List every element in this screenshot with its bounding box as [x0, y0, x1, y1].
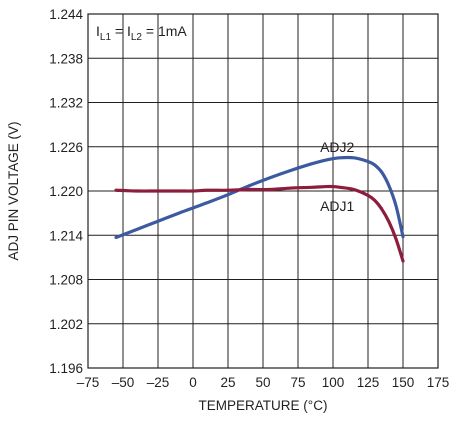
- x-tick-label: 25: [220, 375, 235, 390]
- plot-frame: [87, 13, 439, 369]
- y-tick-label: 1.220: [49, 184, 83, 199]
- annotation-subscript-l2: L2: [131, 32, 143, 43]
- series-line-adj1: [114, 184, 405, 263]
- x-tick-label: 100: [322, 375, 345, 390]
- condition-annotation: IL1 = IL2 = 1mA: [96, 23, 187, 43]
- annotation-middle: = I: [111, 23, 131, 39]
- y-axis-tick-labels: 1.196 1.202 1.208 1.214 1.220 1.226 1.232 1.238…: [49, 7, 83, 376]
- y-tick-label: 1.196: [49, 361, 83, 376]
- x-tick-label: –75: [77, 375, 100, 390]
- x-tick-label: 50: [255, 375, 270, 390]
- y-tick-label: 1.214: [49, 228, 83, 243]
- series-layer: [114, 155, 405, 263]
- x-axis-title: TEMPERATURE (°C): [199, 398, 328, 413]
- y-tick-label: 1.202: [49, 317, 83, 332]
- series-labels: ADJ2 ADJ1: [320, 139, 354, 214]
- y-tick-label: 1.226: [49, 140, 83, 155]
- x-tick-label: –25: [147, 375, 170, 390]
- x-tick-label: 75: [290, 375, 305, 390]
- x-tick-label: 0: [189, 375, 197, 390]
- y-tick-label: 1.232: [49, 96, 83, 111]
- x-tick-label: 150: [392, 375, 415, 390]
- x-tick-label: –50: [112, 375, 135, 390]
- annotation-value: = 1mA: [142, 23, 187, 39]
- annotation-current-symbol: I: [96, 23, 100, 39]
- y-axis-title: ADJ PIN VOLTAGE (V): [6, 121, 21, 260]
- y-tick-label: 1.208: [49, 273, 83, 288]
- annotation-subscript-l1: L1: [100, 32, 112, 43]
- series-label-adj1: ADJ1: [320, 198, 354, 214]
- series-label-adj2: ADJ2: [320, 139, 354, 155]
- x-axis-tick-labels: –75 –50 –25 0 25 50 75 100 125 150 175: [77, 375, 450, 390]
- x-tick-label: 125: [357, 375, 380, 390]
- x-tick-label: 175: [427, 375, 450, 390]
- series-line-adj2: [114, 155, 405, 240]
- y-tick-label: 1.238: [49, 51, 83, 66]
- y-tick-label: 1.244: [49, 7, 83, 22]
